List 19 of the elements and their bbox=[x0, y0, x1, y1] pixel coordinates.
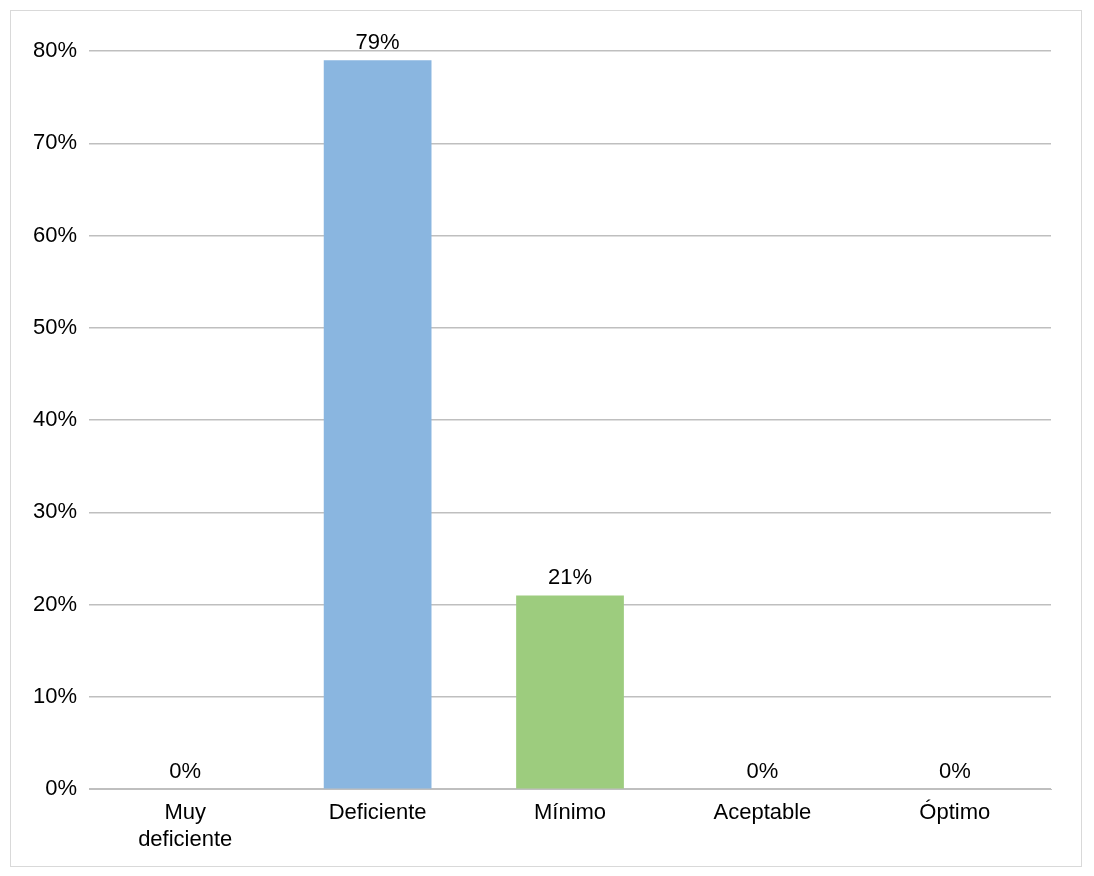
x-tick-label: Óptimo bbox=[919, 799, 991, 825]
data-label: 21% bbox=[547, 564, 593, 590]
y-tick-label: 40% bbox=[32, 406, 78, 432]
data-label: 0% bbox=[169, 758, 202, 784]
data-label: 0% bbox=[938, 758, 971, 784]
x-tick-label: Aceptable bbox=[713, 799, 812, 825]
y-tick-label: 10% bbox=[32, 682, 78, 708]
y-tick-label: 60% bbox=[32, 221, 78, 247]
y-tick-label: 80% bbox=[32, 37, 78, 63]
x-tick-label: Deficiente bbox=[328, 799, 427, 825]
x-tick-label: Muy deficiente bbox=[138, 799, 233, 851]
x-tick-label: Mínimo bbox=[533, 799, 607, 825]
y-tick-label: 50% bbox=[32, 313, 78, 339]
data-label: 79% bbox=[355, 29, 400, 55]
y-tick-label: 0% bbox=[45, 775, 78, 801]
data-label: 0% bbox=[746, 758, 779, 784]
y-tick-label: 20% bbox=[32, 590, 78, 616]
y-tick-label: 70% bbox=[32, 129, 78, 155]
y-tick-label: 30% bbox=[32, 498, 78, 524]
